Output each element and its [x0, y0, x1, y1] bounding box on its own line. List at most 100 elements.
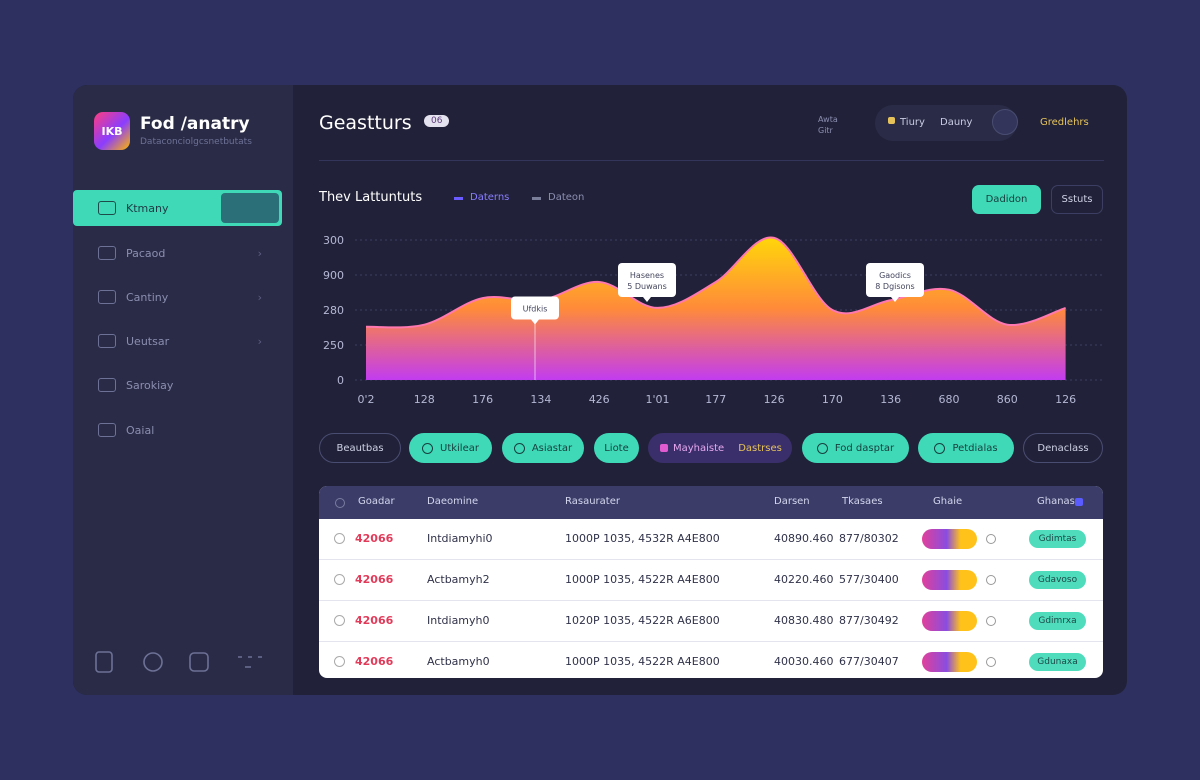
filter-chip[interactable]: Mayhaiste Dastrses [648, 433, 792, 463]
cell: 40220.460 [774, 573, 834, 586]
chip-label: Denaclass [1037, 442, 1089, 454]
x-tick-label: 126 [1055, 393, 1076, 406]
icon[interactable] [189, 652, 209, 672]
cell: 40890.460 [774, 532, 834, 545]
cell: 877/80302 [839, 532, 899, 545]
nav-label: Cantiny [126, 290, 169, 304]
column-header: Ghaie [933, 496, 963, 507]
icon[interactable] [238, 656, 262, 668]
chip-label: Liote [604, 442, 629, 454]
icon[interactable] [143, 652, 163, 672]
cell: 40830.480 [774, 614, 834, 627]
chip-label: Petdialas [952, 442, 998, 454]
column-header: Tkasaes [842, 496, 883, 507]
table-row[interactable]: 42066 Intdiamyhi0 1000P 1035, 4532R A4E800… [319, 519, 1103, 560]
filter-chip[interactable]: Fod dasptar [802, 433, 909, 463]
title-badge: 06 [424, 115, 450, 127]
annotation-text: 5 Duwans [627, 282, 667, 291]
chip-icon [422, 442, 433, 454]
nav-item[interactable]: Pacaod › [73, 235, 282, 271]
chevron: › [257, 246, 262, 260]
row-icons [922, 529, 977, 549]
legend-swatch [532, 197, 541, 200]
y-tick-label: 300 [323, 234, 344, 247]
logo: IKB [94, 112, 130, 150]
chart-title: Thev Lattuntuts [319, 190, 423, 205]
pill-text[interactable]: Dauny [940, 117, 973, 128]
filter-chip[interactable]: Liote [594, 433, 639, 463]
cell: 877/30492 [839, 614, 899, 627]
table-row[interactable]: 42066 Actbamyh2 1000P 1035, 4522R A4E800 40… [319, 560, 1103, 601]
chip-icon [934, 442, 946, 454]
filter-chip[interactable]: Petdialas [918, 433, 1014, 463]
icon-button[interactable] [992, 109, 1018, 135]
column-header: Darsen [774, 496, 810, 507]
nav-item[interactable]: Oaial [73, 412, 282, 448]
chart: 0 250 280 900 300 0'2 128 176 134 426 1'01 177 126 17… [323, 234, 1105, 406]
y-tick-label: 250 [323, 339, 344, 352]
x-tick-label: 134 [530, 393, 551, 406]
chip-label: Asiastar [531, 442, 573, 454]
chip-icon [816, 442, 828, 454]
meta-line: Awta [818, 115, 838, 124]
header-check [1075, 498, 1083, 506]
nav-item[interactable]: Ueutsar › [73, 323, 282, 359]
row-icons [922, 652, 977, 672]
table-row[interactable]: 42066 Actbamyh0 1000P 1035, 4522R A4E800 40… [319, 642, 1103, 678]
x-tick-label: 680 [939, 393, 960, 406]
row-radio [986, 616, 996, 626]
row-radio [986, 657, 996, 667]
nav-item[interactable]: Cantiny › [73, 279, 282, 315]
x-tick-label: 1'01 [645, 393, 669, 406]
filter-chip[interactable]: Utkilear [409, 433, 492, 463]
cell: 1020P 1035, 4522R A6E800 [565, 614, 720, 627]
status-badge: Gdimrxa [1029, 612, 1086, 630]
row-id: 42066 [355, 532, 394, 545]
cell: Actbamyh0 [427, 655, 490, 668]
nav-item[interactable]: Sarokiay [73, 367, 282, 403]
cell: 1000P 1035, 4522R A4E800 [565, 573, 720, 586]
row-id: 42066 [355, 573, 394, 586]
nav-label: Ueutsar [126, 334, 170, 348]
divider [319, 160, 1104, 161]
cell: 677/30407 [839, 655, 899, 668]
y-tick-label: 0 [337, 374, 344, 387]
icon[interactable] [95, 651, 113, 673]
x-tick-label: 126 [764, 393, 785, 406]
filter-chip[interactable]: Denaclass [1023, 433, 1103, 463]
annotation-pointer [531, 319, 539, 325]
annotation-text: Hasenes [630, 271, 664, 280]
chevron: › [257, 334, 262, 348]
status-badge: Gdavoso [1029, 571, 1086, 589]
chevron: › [257, 290, 262, 304]
nav-label: Pacaod [126, 246, 166, 260]
row-check [334, 656, 345, 667]
legend-label: Daterns [470, 192, 510, 203]
row-check [334, 533, 345, 544]
nav-label: Sarokiay [126, 378, 174, 392]
row-check [334, 615, 345, 626]
row-radio [986, 575, 996, 585]
cell: Intdiamyh0 [427, 614, 490, 627]
x-tick-label: 128 [414, 393, 435, 406]
nav-icon [98, 246, 116, 260]
chip-label: Fod dasptar [834, 442, 895, 454]
button[interactable]: Dadidon [972, 185, 1041, 214]
nav-icon [98, 423, 116, 437]
x-tick-label: 177 [705, 393, 726, 406]
pill-text[interactable]: Tiury [900, 117, 925, 128]
user-name[interactable]: Gredlehrs [1040, 117, 1089, 128]
filter-chip[interactable]: Asiastar [502, 433, 584, 463]
status-badge: Gdimtas [1029, 530, 1086, 548]
legend-swatch [454, 197, 463, 200]
table-row[interactable]: 42066 Intdiamyh0 1020P 1035, 4522R A6E800 4… [319, 601, 1103, 642]
row-radio [986, 534, 996, 544]
nav-item[interactable]: Ktmany [73, 190, 282, 226]
annotation-pointer [643, 297, 651, 302]
meta-line: Gitr [818, 126, 833, 135]
row-id: 42066 [355, 655, 394, 668]
filter-chip[interactable]: Beautbas [319, 433, 401, 463]
button[interactable]: Sstuts [1051, 185, 1103, 214]
header-check [335, 498, 345, 508]
